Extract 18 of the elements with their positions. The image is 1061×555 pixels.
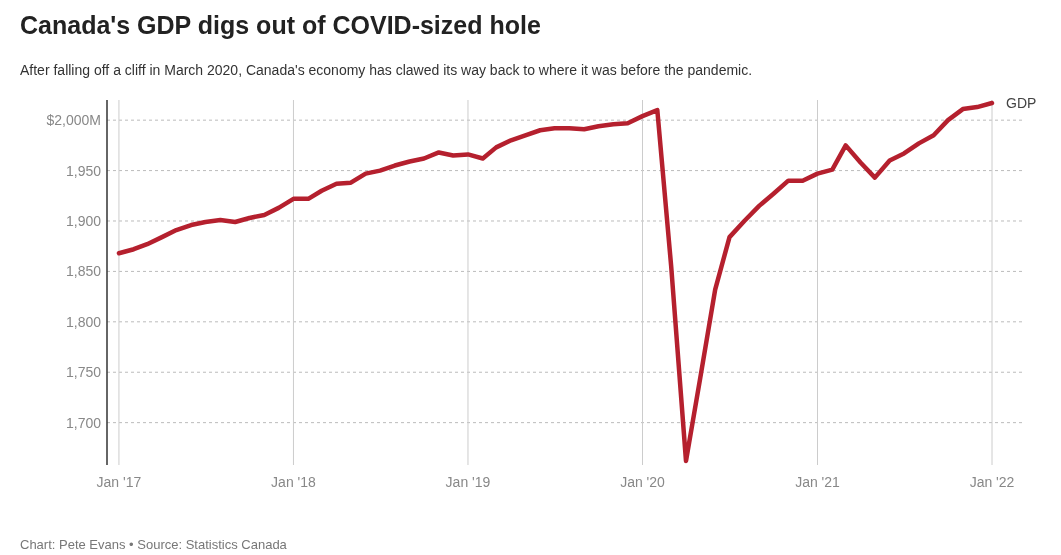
y-tick-label: 1,900 xyxy=(65,212,102,229)
y-tick-label: 1,700 xyxy=(65,414,102,431)
y-tick-label: 1,800 xyxy=(65,313,102,330)
chart-title: Canada's GDP digs out of COVID-sized hole xyxy=(20,11,541,39)
text: Chart: Pete Evans • Source: Statistics Canada xyxy=(20,537,288,552)
x-tick-label: Jan '22 xyxy=(969,474,1015,490)
x-tick-label: Jan '20 xyxy=(620,474,666,490)
y-tick-label: 1,750 xyxy=(65,364,102,381)
y-tick-label: 1,950 xyxy=(65,162,102,179)
x-tick-label: Jan '17 xyxy=(96,474,142,490)
series-label: GDP xyxy=(1006,95,1037,112)
x-tick-label: Jan '18 xyxy=(271,474,317,490)
x-tick-label: Jan '21 xyxy=(795,474,841,490)
y-tick-label: 1,850 xyxy=(65,263,102,280)
y-tick-label: $2,000M xyxy=(46,112,101,129)
x-tick-label: Jan '19 xyxy=(445,474,491,490)
line-series xyxy=(116,100,995,464)
chart-subtitle: After falling off a cliff in March 2020, Canada's economy has clawed its way back to where it was before the pandemic. xyxy=(20,62,753,78)
